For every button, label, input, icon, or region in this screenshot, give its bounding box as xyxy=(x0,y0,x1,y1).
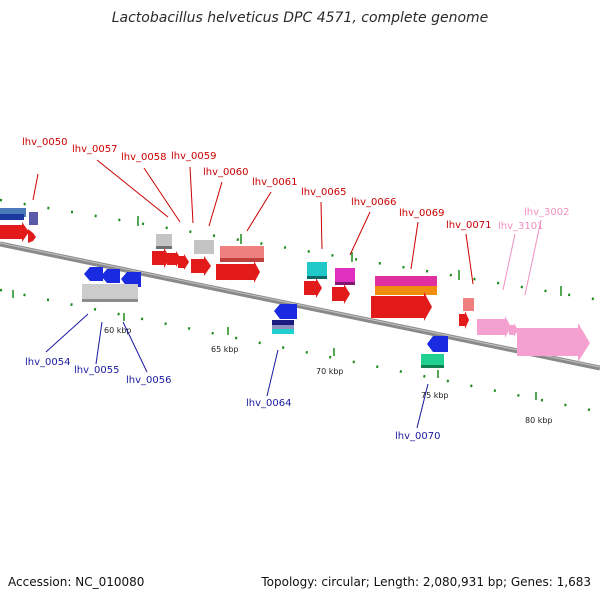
genome-backbone-highlight xyxy=(0,242,600,368)
leader-line xyxy=(32,173,39,201)
gene-box-pink-shadow xyxy=(220,258,264,262)
gene-arrow-blue xyxy=(427,336,448,352)
gene-box-orange xyxy=(375,286,437,295)
gene-box-navy xyxy=(272,320,294,325)
leader-line xyxy=(208,181,223,227)
gene-label-lhv-0061[interactable]: lhv_0061 xyxy=(252,177,297,188)
scale-label: 65 kbp xyxy=(211,345,239,354)
gene-arrow-red xyxy=(332,284,350,304)
genome-backbone xyxy=(0,241,600,371)
scale-label: 70 kbp xyxy=(316,367,344,376)
gene-labels: lhv_0050 lhv_0057 lhv_0058 lhv_0059 lhv_… xyxy=(22,137,569,442)
gene-label-lhv-0056[interactable]: lhv_0056 xyxy=(126,375,171,386)
leader-line xyxy=(45,313,89,353)
gene-arrow-blue xyxy=(84,267,103,281)
gene-arrow-red xyxy=(28,229,36,243)
map-title: Lactobacillus helveticus DPC 4571, compl… xyxy=(112,10,489,26)
leader-line xyxy=(95,321,103,365)
leader-line xyxy=(189,166,194,224)
leader-line xyxy=(96,159,169,218)
gene-arrow-blue xyxy=(121,272,141,287)
gene-label-lhv-0065[interactable]: lhv_0065 xyxy=(301,187,346,198)
leader-line xyxy=(349,211,371,256)
scale-label: 80 kbp xyxy=(525,416,553,425)
scale-labels: 60 kbp 65 kbp 70 kbp 75 kbp 80 kbp xyxy=(104,326,553,425)
leader-line xyxy=(320,201,323,250)
reverse-strand-features xyxy=(82,267,448,368)
scale-label: 75 kbp xyxy=(421,391,449,400)
gene-box-blue xyxy=(0,208,26,217)
gene-arrow-red xyxy=(191,256,211,276)
gene-label-lhv-0069[interactable]: lhv_0069 xyxy=(399,208,444,219)
gene-box-gray xyxy=(156,246,172,249)
gene-label-lhv-0058[interactable]: lhv_0058 xyxy=(121,152,166,163)
leader-line xyxy=(416,383,429,429)
gene-box-pink xyxy=(220,246,264,260)
gene-label-lhv-0057[interactable]: lhv_0057 xyxy=(72,144,117,155)
leader-line xyxy=(502,233,516,291)
gene-box-purple xyxy=(29,212,38,225)
leader-lines xyxy=(32,159,542,429)
gene-arrow-red xyxy=(371,292,432,321)
gene-arrow-pseudo xyxy=(509,323,518,337)
leader-line xyxy=(143,167,181,223)
gene-label-lhv-0070[interactable]: lhv_0070 xyxy=(395,431,440,442)
gene-box-gray xyxy=(156,234,172,246)
gene-label-lhv-0066[interactable]: lhv_0066 xyxy=(351,197,396,208)
gene-arrow-red xyxy=(304,278,322,298)
leader-line xyxy=(465,233,474,285)
gene-arrow-red xyxy=(216,261,260,283)
gene-box-gray xyxy=(194,240,214,254)
gene-label-lhv-3101[interactable]: lhv_3101 xyxy=(498,221,543,232)
leader-line xyxy=(246,191,272,232)
gene-label-lhv-0064[interactable]: lhv_0064 xyxy=(246,398,291,409)
gene-arrow-red xyxy=(167,251,181,267)
gene-label-lhv-0060[interactable]: lhv_0060 xyxy=(203,167,248,178)
gene-label-lhv-3002[interactable]: lhv_3002 xyxy=(524,207,569,218)
gene-label-lhv-0059[interactable]: lhv_0059 xyxy=(171,151,216,162)
gene-box-blue xyxy=(0,214,24,220)
gene-arrow-blue xyxy=(101,269,120,283)
gene-arrow-red xyxy=(459,311,469,329)
gene-box-lavender xyxy=(272,325,294,329)
gene-arrow-red xyxy=(152,248,170,268)
scale-label: 60 kbp xyxy=(104,326,132,335)
leader-line xyxy=(410,221,419,270)
leader-line xyxy=(266,349,279,397)
gene-arrow-red xyxy=(178,254,189,270)
accession-text: Accession: NC_010080 xyxy=(8,575,144,589)
leader-line xyxy=(122,321,148,373)
gene-box-teal xyxy=(421,354,444,367)
genome-summary-text: Topology: circular; Length: 2,080,931 bp… xyxy=(260,575,591,589)
gene-arrow-pseudo xyxy=(477,316,511,338)
gene-label-lhv-0071[interactable]: lhv_0071 xyxy=(446,220,491,231)
gene-label-lhv-0055[interactable]: lhv_0055 xyxy=(74,365,119,376)
gene-arrow-red xyxy=(0,222,29,242)
gene-box-pink xyxy=(463,298,474,311)
gene-box-gray-shadow xyxy=(82,299,138,302)
gene-label-lhv-0050[interactable]: lhv_0050 xyxy=(22,137,67,148)
gene-box-magenta-shadow xyxy=(335,282,355,285)
gene-box-magenta xyxy=(375,276,437,286)
scale-ticks xyxy=(0,198,600,414)
forward-strand-features xyxy=(0,208,590,362)
gene-box-cyan xyxy=(272,329,294,334)
gene-box-teal-shadow xyxy=(421,365,444,368)
gene-arrow-pseudo xyxy=(517,323,590,362)
gene-arrow-blue xyxy=(274,304,297,319)
gene-box-cyan-shadow xyxy=(307,276,327,279)
gene-box-magenta xyxy=(335,268,355,282)
leader-line xyxy=(524,219,542,296)
gene-box-cyan xyxy=(307,262,327,276)
gene-label-lhv-0054[interactable]: lhv_0054 xyxy=(25,357,70,368)
gene-box-gray xyxy=(82,284,138,300)
